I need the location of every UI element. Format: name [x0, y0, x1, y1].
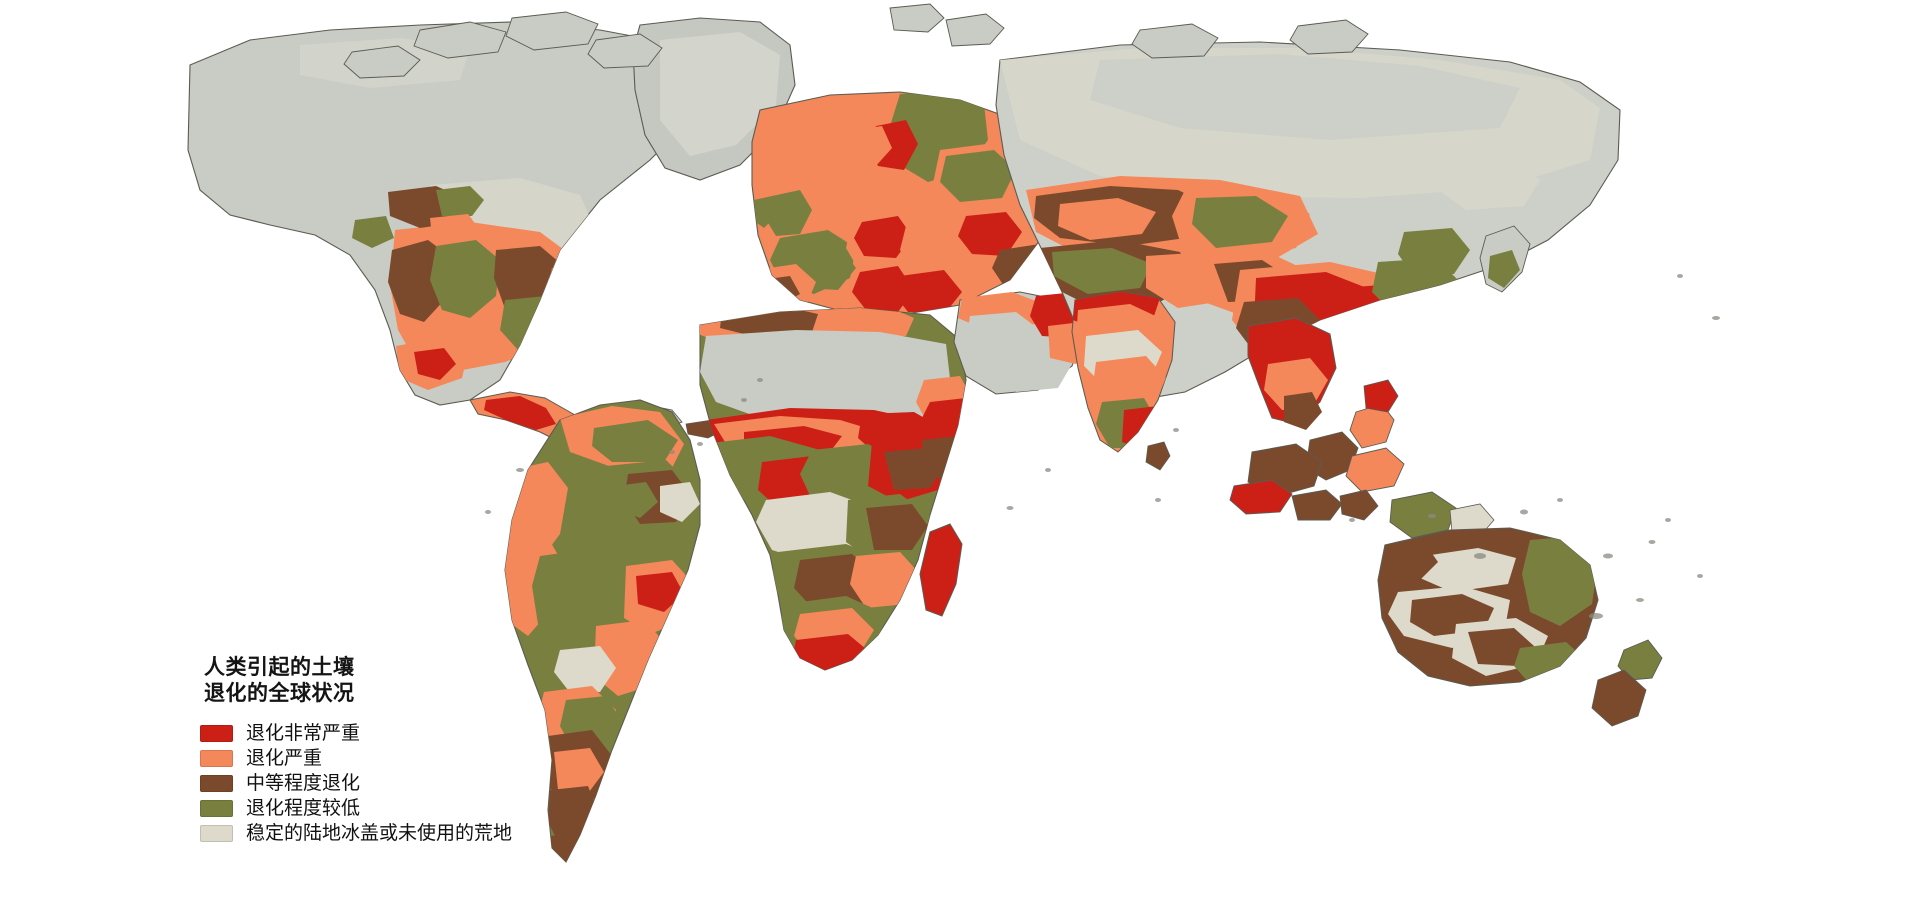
- map-landmasses: [187, 3, 1720, 863]
- region-pacific-islands: [485, 274, 1720, 619]
- region-australia: [1377, 527, 1599, 687]
- legend-swatch-stable: [200, 825, 233, 842]
- legend-swatch-very-severe: [200, 725, 233, 742]
- legend-label-low: 退化程度较低: [246, 798, 361, 819]
- legend-swatch-severe: [200, 750, 233, 767]
- region-southeast-asia: [1247, 317, 1337, 430]
- region-india: [1071, 291, 1176, 453]
- legend-label-moderate: 中等程度退化: [246, 773, 361, 794]
- legend-item-low: 退化程度较低: [200, 796, 620, 821]
- region-africa: [699, 307, 967, 671]
- legend-item-very-severe: 退化非常严重: [200, 721, 620, 746]
- legend-item-severe: 退化严重: [200, 746, 620, 771]
- map-legend: 人类引起的土壤 退化的全球状况 退化非常严重 退化严重 中等程度退化 退化程度较…: [200, 655, 620, 846]
- region-sri-lanka: [1145, 441, 1171, 471]
- legend-item-moderate: 中等程度退化: [200, 771, 620, 796]
- legend-swatch-low: [200, 800, 233, 817]
- legend-item-stable: 稳定的陆地冰盖或未使用的荒地: [200, 821, 620, 846]
- region-madagascar: [919, 523, 963, 617]
- legend-label-stable: 稳定的陆地冰盖或未使用的荒地: [246, 823, 513, 844]
- region-japan: [1479, 225, 1531, 293]
- legend-label-severe: 退化严重: [246, 748, 323, 769]
- region-arctic-islands: [343, 3, 1369, 79]
- region-new-zealand: [1591, 639, 1663, 727]
- region-north-america: [187, 21, 701, 406]
- legend-swatch-moderate: [200, 775, 233, 792]
- legend-label-very-severe: 退化非常严重: [246, 723, 361, 744]
- legend-title: 人类引起的土壤 退化的全球状况: [204, 656, 355, 705]
- region-indonesia: [1229, 379, 1495, 539]
